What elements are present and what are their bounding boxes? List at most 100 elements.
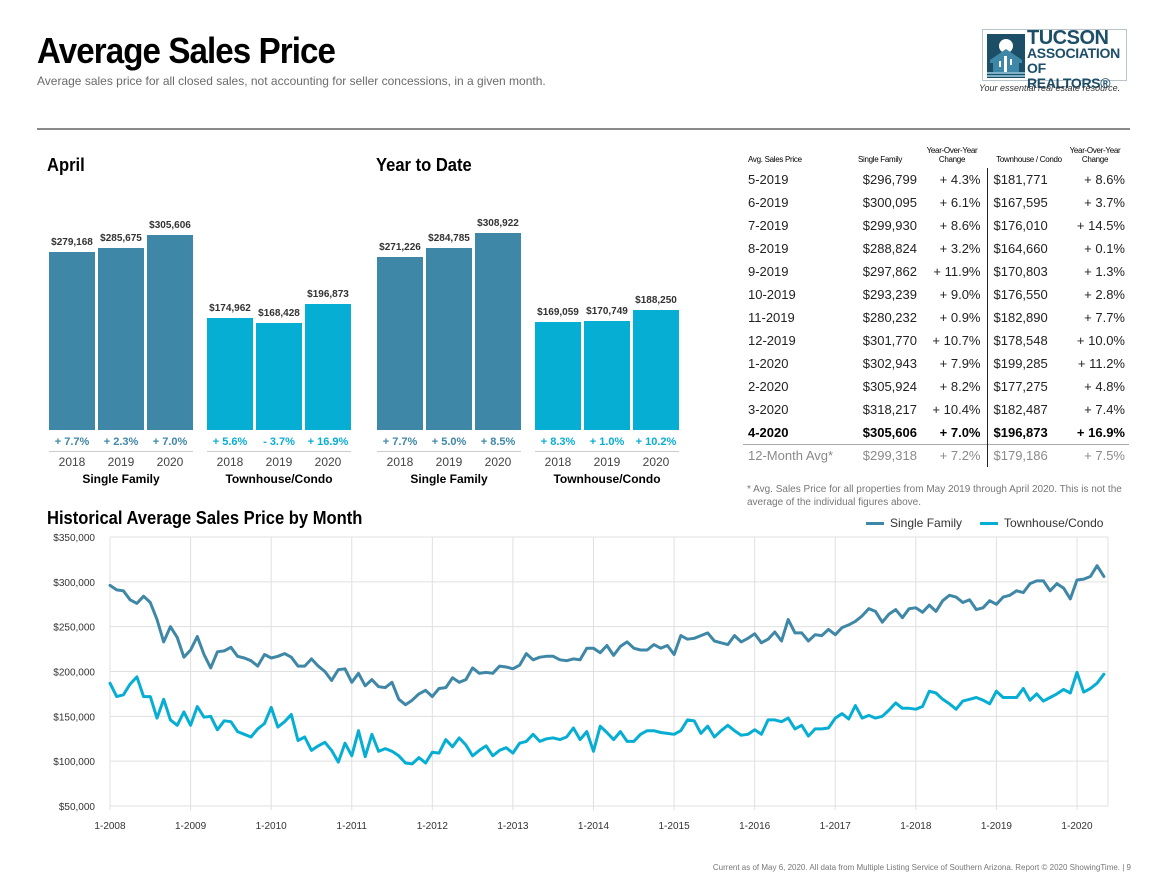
header-sf-yoy: Year-Over-Year Change xyxy=(926,146,978,164)
x-tick-label: 1-2008 xyxy=(94,821,126,832)
x-tick-label: 1-2020 xyxy=(1061,821,1093,832)
table-cell: 6-2019 xyxy=(748,195,789,210)
year-tick-label: 2018 xyxy=(386,455,414,469)
table-cell: + 0.1% xyxy=(1084,241,1125,256)
table-cell: $164,660 xyxy=(986,237,1065,260)
table-cell: + 6.1% xyxy=(939,195,981,210)
y-tick-label: $350,000 xyxy=(53,533,95,544)
bar-single-family-2018 xyxy=(49,251,95,430)
table-row: 10-2019 $293,239 + 9.0% $176,550 + 2.8% xyxy=(743,283,1129,306)
y-tick-label: $200,000 xyxy=(53,668,95,679)
x-tick-label: 1-2011 xyxy=(337,821,368,832)
table-cell: + 9.0% xyxy=(939,287,981,302)
table-cell: 11-2019 xyxy=(748,310,795,325)
bar-value-label: $279,168 xyxy=(51,236,93,248)
x-tick-label: 1-2010 xyxy=(256,821,288,832)
y-tick-label: $100,000 xyxy=(53,757,95,768)
line-chart-legend: Single Family Townhouse/Condo xyxy=(866,516,1103,530)
yoy-change-label: + 2.3% xyxy=(103,436,139,448)
table-cell: $300,095 xyxy=(862,195,917,210)
legend-townhouse: Townhouse/Condo xyxy=(980,516,1103,530)
table-cell: + 14.5% xyxy=(1076,218,1125,233)
table-row: 2-2020 $305,924 + 8.2% $177,275 + 4.8% xyxy=(743,375,1129,398)
table-cell: 4-2020 xyxy=(748,424,789,440)
bar-value-label: $168,428 xyxy=(258,307,300,319)
year-tick-label: 2019 xyxy=(265,455,293,469)
table-cell: + 11.9% xyxy=(933,264,981,279)
header-divider xyxy=(37,128,1130,130)
table-row: 9-2019 $297,862 + 11.9% $170,803 + 1.3% xyxy=(743,260,1129,283)
bar-value-label: $169,059 xyxy=(537,307,579,319)
table-cell: $299,930 xyxy=(862,218,917,233)
table-cell: + 7.0% xyxy=(939,424,981,440)
header-townhouse: Townhouse / Condo xyxy=(996,155,1062,164)
bar-single-family-2019 xyxy=(98,247,144,430)
table-cell: $176,010 xyxy=(986,214,1065,237)
year-tick-label: 2018 xyxy=(58,455,86,469)
yoy-change-label: + 7.0% xyxy=(152,436,188,448)
bar-value-label: $284,785 xyxy=(428,233,470,245)
year-tick-label: 2020 xyxy=(156,455,184,469)
header-avg-sales-price: Avg. Sales Price xyxy=(748,155,802,164)
yoy-change-label: + 5.0% xyxy=(431,436,467,448)
bar-townhouse-condo-2019 xyxy=(256,322,302,430)
table-cell: 12-Month Avg* xyxy=(743,443,843,467)
table-cell: $296,799 xyxy=(862,172,917,187)
table-cell: $297,862 xyxy=(862,264,917,279)
x-tick-label: 1-2009 xyxy=(175,821,207,832)
table-cell: $299,318 xyxy=(843,443,923,467)
bar-value-label: $174,962 xyxy=(209,303,251,315)
bar-value-label: $188,250 xyxy=(635,294,677,306)
x-tick-label: 1-2015 xyxy=(659,821,691,832)
bar-single-family-2019 xyxy=(426,248,472,430)
legend-label-single-family: Single Family xyxy=(890,516,963,530)
bar-group-label: Single Family xyxy=(410,472,488,486)
table-cell: + 10.7% xyxy=(932,333,981,348)
yoy-change-label: + 7.7% xyxy=(382,436,418,448)
table-cell: $280,232 xyxy=(862,310,917,325)
table-footnote: * Avg. Sales Price for all properties fr… xyxy=(747,484,1122,508)
table-cell: 2-2020 xyxy=(748,379,789,394)
table-header-row: Avg. Sales Price Single Family Year-Over… xyxy=(743,146,1129,168)
bar-group-axis xyxy=(377,451,521,452)
table-cell: $318,217 xyxy=(862,402,917,417)
table-cell: $196,873 xyxy=(986,421,1065,444)
line-chart-title: Historical Average Sales Price by Month xyxy=(47,508,363,528)
y-tick-label: $250,000 xyxy=(53,623,95,634)
table-cell: + 1.3% xyxy=(1084,264,1125,279)
table-cell: + 11.2% xyxy=(1077,356,1125,371)
table-cell: + 7.7% xyxy=(1084,310,1125,325)
bar-townhouse-condo-2018 xyxy=(535,322,581,430)
table-cell: 12-2019 xyxy=(748,333,796,348)
table-cell: 10-2019 xyxy=(748,287,796,302)
year-tick-label: 2019 xyxy=(435,455,463,469)
bar-group-axis xyxy=(207,451,351,452)
table-cell: $199,285 xyxy=(986,352,1065,375)
table-cell: + 8.6% xyxy=(939,218,981,233)
year-tick-label: 2018 xyxy=(216,455,244,469)
table-row-current-month: 4-2020 $305,606 + 7.0% $196,873 + 16.9% xyxy=(743,421,1129,444)
page-footer: Current as of May 6, 2020. All data from… xyxy=(712,863,1131,872)
table-cell: + 7.2% xyxy=(923,443,987,467)
table-cell: $179,186 xyxy=(986,443,1065,467)
table-cell: + 7.4% xyxy=(1084,402,1125,417)
table-row: 6-2019 $300,095 + 6.1% $167,595 + 3.7% xyxy=(743,191,1129,214)
table-cell: $178,548 xyxy=(986,329,1065,352)
table-cell: + 3.7% xyxy=(1084,195,1125,210)
table-cell: $288,824 xyxy=(862,241,917,256)
table-cell: + 4.3% xyxy=(939,172,981,187)
bar-group-label: Townhouse/Condo xyxy=(225,472,333,486)
yoy-change-label: + 7.7% xyxy=(54,436,90,448)
table-cell: $177,275 xyxy=(986,375,1065,398)
year-tick-label: 2020 xyxy=(314,455,342,469)
bar-value-label: $170,749 xyxy=(586,306,628,318)
legend-single-family: Single Family xyxy=(866,516,962,530)
table-row-12-month-avg: 12-Month Avg* $299,318 + 7.2% $179,186 + 7.5… xyxy=(743,443,1129,467)
table-cell: $170,803 xyxy=(986,260,1065,283)
page-title: Average Sales Price xyxy=(37,30,336,71)
yoy-change-label: + 5.6% xyxy=(212,436,248,448)
x-tick-label: 1-2012 xyxy=(417,821,449,832)
table-cell: $305,924 xyxy=(862,379,917,394)
table-cell: $301,770 xyxy=(862,333,917,348)
series-line-townhouse-condo xyxy=(108,670,1106,766)
